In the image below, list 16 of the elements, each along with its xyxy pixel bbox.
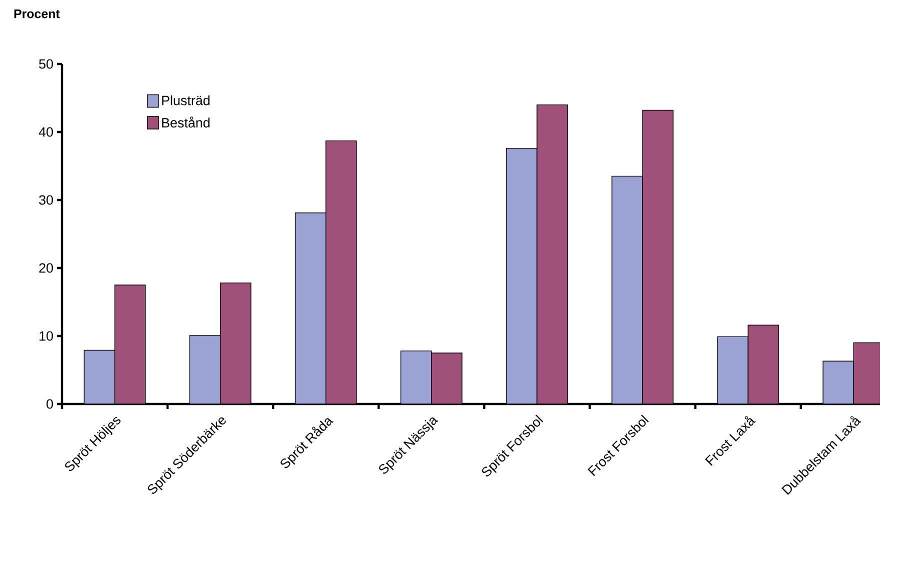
bar: [612, 176, 643, 404]
bar: [189, 334, 221, 404]
y-tick-label: 40: [38, 127, 53, 137]
bar: [294, 212, 326, 404]
y-tick-label: 20: [39, 263, 53, 273]
y-tick-label: 10: [40, 331, 53, 341]
y-tick-label: 50: [39, 59, 53, 69]
bar: [84, 350, 116, 404]
y-tick-label: 30: [39, 195, 53, 205]
y-axis-title: Procent: [14, 10, 60, 18]
legend-label: Bestånd: [162, 116, 210, 128]
bar: [506, 148, 538, 404]
legend-label: Plusträd: [162, 95, 210, 106]
y-tick-label: 0: [46, 399, 53, 409]
bar: [717, 336, 748, 404]
bar: [400, 350, 432, 404]
